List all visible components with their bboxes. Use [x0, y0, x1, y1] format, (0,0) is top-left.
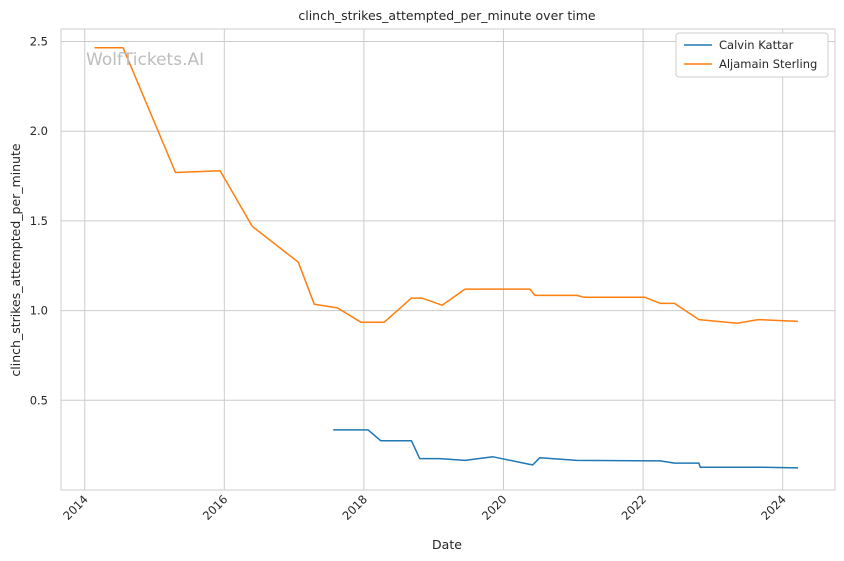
- x-tick-label: 2014: [60, 492, 91, 523]
- legend-label-aljamain-sterling: Aljamain Sterling: [719, 57, 817, 71]
- chart-title: clinch_strikes_attempted_per_minute over…: [298, 8, 596, 23]
- y-tick-label: 1.0: [30, 304, 48, 318]
- legend-box: [675, 32, 829, 78]
- x-axis-ticks: 2014 2016 2018 2020 2022 2024: [60, 492, 789, 523]
- x-tick-label: 2024: [758, 492, 789, 523]
- x-tick-label: 2016: [200, 492, 231, 523]
- x-tick-label: 2018: [339, 492, 370, 523]
- legend-label-calvin-kattar: Calvin Kattar: [719, 38, 794, 52]
- y-tick-label: 1.5: [30, 214, 48, 228]
- watermark: WolfTickets.AI: [86, 50, 204, 70]
- grid-lines: [61, 29, 835, 490]
- y-axis-ticks: 0.5 1.0 1.5 2.0 2.5: [30, 35, 48, 408]
- x-tick-label: 2022: [619, 492, 650, 523]
- legend: Calvin Kattar Aljamain Sterling: [675, 32, 829, 78]
- series-layer: [94, 47, 799, 469]
- x-axis-label: Date: [432, 537, 462, 552]
- y-axis-label: clinch_strikes_attempted_per_minute: [8, 143, 23, 377]
- series-line-aljamain-sterling: [94, 47, 799, 324]
- plot-frame: [60, 28, 836, 491]
- y-tick-label: 2.0: [30, 124, 48, 138]
- y-tick-label: 0.5: [30, 393, 48, 407]
- series-line-calvin-kattar: [333, 429, 799, 469]
- y-tick-label: 2.5: [30, 35, 48, 49]
- x-tick-label: 2020: [479, 492, 510, 523]
